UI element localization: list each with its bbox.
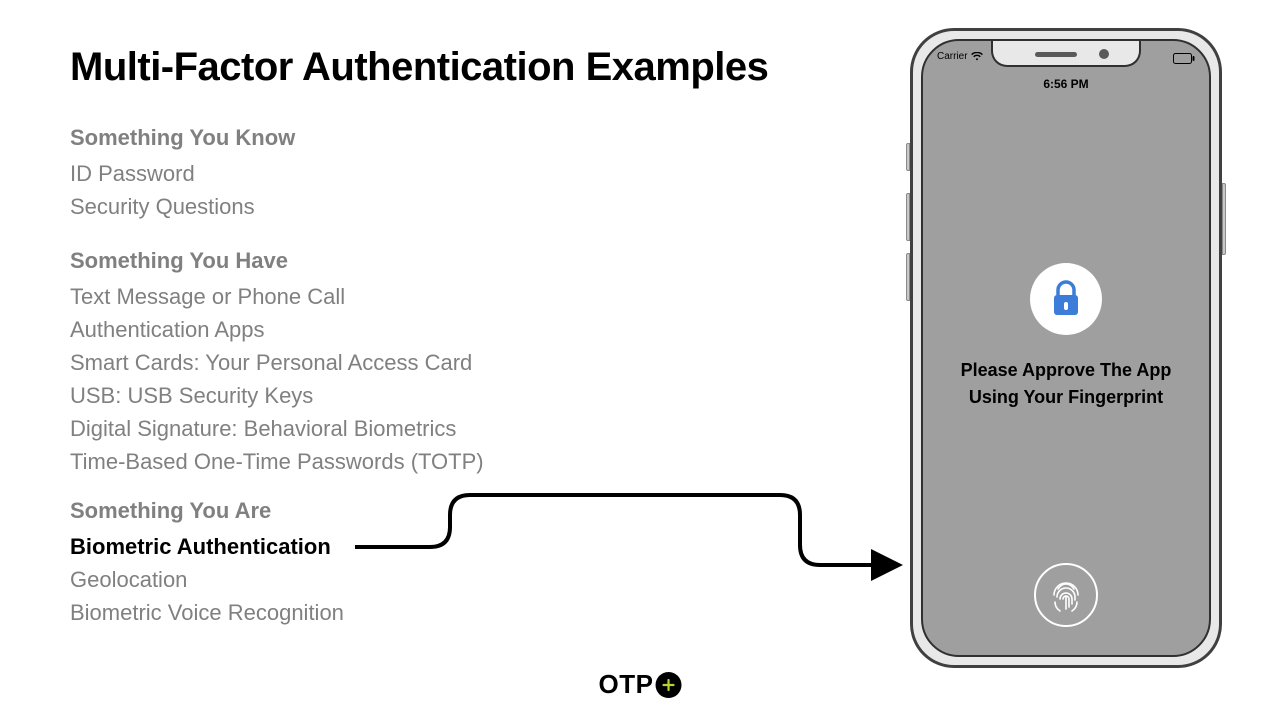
list-item: Security Questions: [70, 190, 295, 223]
logo-text: OTP: [599, 669, 654, 700]
list-item: Authentication Apps: [70, 313, 484, 346]
lock-icon: [1030, 263, 1102, 335]
carrier-label: Carrier: [937, 51, 968, 62]
list-item-highlight: Biometric Authentication: [70, 530, 344, 563]
list-item: Biometric Voice Recognition: [70, 596, 344, 629]
phone-message: Please Approve The App Using Your Finger…: [923, 357, 1209, 411]
wifi-icon: [971, 52, 983, 61]
brand-logo: OTP: [599, 669, 682, 700]
phone-mockup: Carrier 6:56 PM: [910, 28, 1222, 668]
list-item: Smart Cards: Your Personal Access Card: [70, 346, 484, 379]
list-item: Text Message or Phone Call: [70, 280, 484, 313]
section-know: Something You Know ID Password Security …: [70, 125, 295, 223]
section-heading: Something You Are: [70, 498, 344, 524]
fingerprint-icon: [1034, 563, 1098, 627]
slide: Multi-Factor Authentication Examples Som…: [0, 0, 1280, 720]
section-heading: Something You Have: [70, 248, 484, 274]
section-have: Something You Have Text Message or Phone…: [70, 248, 484, 478]
phone-side-button: [1222, 183, 1226, 255]
phone-message-line: Please Approve The App: [961, 360, 1172, 380]
section-are: Something You Are Biometric Authenticati…: [70, 498, 344, 629]
list-item: Geolocation: [70, 563, 344, 596]
logo-dot: [655, 672, 681, 698]
list-item: ID Password: [70, 157, 295, 190]
phone-screen: Carrier 6:56 PM: [921, 39, 1211, 657]
plus-icon: [662, 679, 674, 691]
battery-icon: [1173, 51, 1195, 69]
list-item: Digital Signature: Behavioral Biometrics: [70, 412, 484, 445]
section-heading: Something You Know: [70, 125, 295, 151]
status-carrier: Carrier: [937, 51, 983, 62]
slide-title: Multi-Factor Authentication Examples: [70, 45, 768, 90]
phone-frame: Carrier 6:56 PM: [910, 28, 1222, 668]
phone-notch: [991, 41, 1141, 67]
phone-message-line: Using Your Fingerprint: [969, 387, 1163, 407]
status-time: 6:56 PM: [923, 77, 1209, 91]
list-item: Time-Based One-Time Passwords (TOTP): [70, 445, 484, 478]
list-item: USB: USB Security Keys: [70, 379, 484, 412]
